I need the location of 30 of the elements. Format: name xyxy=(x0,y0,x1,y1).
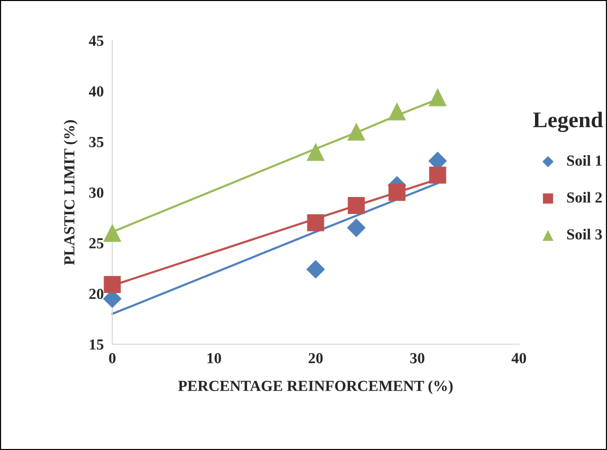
x-tick-label: 10 xyxy=(208,353,222,364)
point xyxy=(388,184,406,201)
legend-label: Soil 3 xyxy=(567,228,602,240)
x-tick-label: 40 xyxy=(512,353,526,364)
y-axis-title: PLASTIC LIMIT (%) xyxy=(64,120,78,265)
point xyxy=(428,88,447,106)
y-tick-label: 35 xyxy=(89,136,104,148)
point xyxy=(388,102,406,120)
y-tick-label: 30 xyxy=(89,188,104,198)
point xyxy=(346,218,366,238)
y-tick-label: 40 xyxy=(88,86,104,97)
y-tick-label: 15 xyxy=(90,339,104,350)
point xyxy=(306,260,325,279)
x-axis-title: PERCENTAGE REINFORCEMENT (%) xyxy=(178,380,453,394)
y-tick-label: 20 xyxy=(89,288,104,300)
legend-label: Soil 2 xyxy=(567,192,602,203)
point xyxy=(307,214,324,232)
legend-label: Soil 1 xyxy=(567,155,602,166)
point xyxy=(104,276,121,294)
y-tick-label: 45 xyxy=(88,36,104,46)
x-tick-label: 30 xyxy=(410,353,424,364)
y-tick-label: 25 xyxy=(89,238,104,248)
point xyxy=(306,142,325,161)
x-tick-label: 20 xyxy=(308,353,323,364)
point xyxy=(429,166,446,184)
point xyxy=(103,224,122,242)
point xyxy=(347,122,366,141)
x-tick-label: 0 xyxy=(109,353,116,364)
point xyxy=(348,197,365,214)
legend-title: Legend xyxy=(533,112,603,132)
